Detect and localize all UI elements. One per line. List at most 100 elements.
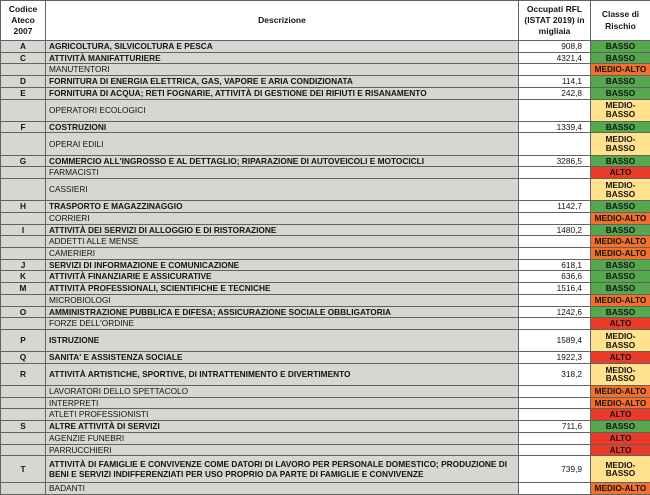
table-row: M ATTIVITÀ PROFESSIONALI, SCIENTIFICHE E… — [0, 282, 650, 295]
table-row: MANUTENTORI MEDIO-ALTO — [0, 63, 650, 77]
risk-badge: ALTO — [590, 317, 650, 330]
cell-codice-ateco — [0, 317, 46, 330]
cell-occupati: 636,6 — [518, 270, 591, 284]
cell-codice-ateco: F — [0, 120, 46, 134]
cell-descrizione: OPERATORI ECOLOGICI — [45, 98, 519, 122]
cell-descrizione: ATTIVITÀ PROFESSIONALI, SCIENTIFICHE E T… — [45, 282, 519, 295]
risk-badge: BASSO — [590, 270, 650, 284]
table-row: R ATTIVITÀ ARTISTICHE, SPORTIVE, DI INTR… — [0, 362, 650, 387]
risk-badge: MEDIO-ALTO — [590, 396, 650, 410]
cell-descrizione: ATTIVITÀ ARTISTICHE, SPORTIVE, DI INTRAT… — [45, 362, 519, 387]
table-row: OPERATORI ECOLOGICI MEDIO-BASSO — [0, 98, 650, 122]
risk-badge: BASSO — [590, 40, 650, 53]
risk-badge: BASSO — [590, 154, 650, 168]
cell-occupati — [518, 293, 591, 307]
cell-descrizione: ISTRUZIONE — [45, 328, 519, 353]
cell-occupati: 318,2 — [518, 362, 591, 387]
cell-descrizione: AGENZIE FUNEBRI — [45, 431, 519, 445]
cell-descrizione: BADANTI — [45, 482, 519, 495]
risk-badge: BASSO — [590, 258, 650, 272]
cell-codice-ateco — [0, 63, 46, 77]
cell-descrizione: INTERPRETI — [45, 396, 519, 410]
table-row: A AGRICOLTURA, SILVICOLTURA E PESCA 908,… — [0, 40, 650, 53]
cell-occupati: 711,6 — [518, 420, 591, 433]
cell-codice-ateco — [0, 293, 46, 307]
cell-occupati — [518, 396, 591, 410]
cell-descrizione: OPERAI EDILI — [45, 132, 519, 156]
cell-descrizione: ATTIVITÀ FINANZIARIE E ASSICURATIVE — [45, 270, 519, 284]
cell-descrizione: LAVORATORI DELLO SPETTACOLO — [45, 385, 519, 398]
cell-occupati: 114,1 — [518, 75, 591, 88]
cell-codice-ateco: C — [0, 51, 46, 65]
cell-descrizione: MANUTENTORI — [45, 63, 519, 77]
table-row: LAVORATORI DELLO SPETTACOLO MEDIO-ALTO — [0, 385, 650, 398]
cell-codice-ateco: T — [0, 455, 46, 484]
risk-badge: BASSO — [590, 200, 650, 213]
table-row: FARMACISTI ALTO — [0, 166, 650, 179]
table-row: ADDETTI ALLE MENSE MEDIO-ALTO — [0, 235, 650, 248]
cell-occupati — [518, 385, 591, 398]
cell-codice-ateco — [0, 247, 46, 260]
risk-badge: BASSO — [590, 282, 650, 295]
cell-codice-ateco — [0, 211, 46, 225]
cell-occupati: 1589,4 — [518, 328, 591, 353]
cell-codice-ateco: G — [0, 154, 46, 168]
cell-occupati — [518, 482, 591, 495]
col-header-descrizione: Descrizione — [45, 0, 519, 41]
table-row: C ATTIVITÀ MANIFATTURIERE 4321,4 BASSO — [0, 51, 650, 65]
header-row: Codice Ateco 2007 Descrizione Occupati R… — [0, 0, 650, 41]
cell-descrizione: COSTRUZIONI — [45, 120, 519, 134]
risk-badge: BASSO — [590, 51, 650, 65]
table-row: H TRASPORTO E MAGAZZINAGGIO 1142,7 BASSO — [0, 200, 650, 213]
table-row: CORRIERI MEDIO-ALTO — [0, 211, 650, 225]
cell-descrizione: TRASPORTO E MAGAZZINAGGIO — [45, 200, 519, 213]
cell-occupati — [518, 211, 591, 225]
table-row: F COSTRUZIONI 1339,4 BASSO — [0, 120, 650, 134]
risk-badge: ALTO — [590, 443, 650, 457]
table-row: AGENZIE FUNEBRI ALTO — [0, 431, 650, 445]
risk-badge: MEDIO-ALTO — [590, 385, 650, 398]
cell-occupati — [518, 177, 591, 202]
risk-badge: BASSO — [590, 120, 650, 134]
risk-badge: ALTO — [590, 408, 650, 422]
cell-codice-ateco — [0, 396, 46, 410]
cell-descrizione: CAMERIERI — [45, 247, 519, 260]
cell-occupati: 1242,6 — [518, 305, 591, 319]
cell-descrizione: ATTIVITÀ DEI SERVIZI DI ALLOGGIO E DI RI… — [45, 223, 519, 237]
risk-badge: BASSO — [590, 86, 650, 100]
risk-badge: BASSO — [590, 75, 650, 88]
cell-codice-ateco: Q — [0, 351, 46, 364]
cell-occupati: 1339,4 — [518, 120, 591, 134]
table-row: OPERAI EDILI MEDIO-BASSO — [0, 132, 650, 156]
cell-occupati — [518, 247, 591, 260]
cell-codice-ateco: O — [0, 305, 46, 319]
risk-badge: MEDIO-ALTO — [590, 235, 650, 248]
cell-codice-ateco: D — [0, 75, 46, 88]
cell-codice-ateco: E — [0, 86, 46, 100]
table-row: G COMMERCIO ALL'INGROSSO E AL DETTAGLIO;… — [0, 154, 650, 168]
cell-descrizione: ATTIVITÀ DI FAMIGLIE E CONVIVENZE COME D… — [45, 455, 519, 484]
cell-codice-ateco — [0, 443, 46, 457]
cell-occupati — [518, 132, 591, 156]
table-row: ATLETI PROFESSIONISTI ALTO — [0, 408, 650, 422]
risk-badge: ALTO — [590, 166, 650, 179]
cell-occupati — [518, 63, 591, 77]
cell-occupati: 1480,2 — [518, 223, 591, 237]
col-header-classe-rischio: Classe di Rischio — [590, 0, 650, 41]
col-header-codice-ateco: Codice Ateco 2007 — [0, 0, 46, 41]
cell-descrizione: ALTRE ATTIVITÀ DI SERVIZI — [45, 420, 519, 433]
risk-badge: MEDIO-ALTO — [590, 293, 650, 307]
table-row: CASSIERI MEDIO-BASSO — [0, 177, 650, 202]
table-row: E FORNITURA DI ACQUA; RETI FOGNARIE, ATT… — [0, 86, 650, 100]
cell-occupati: 1142,7 — [518, 200, 591, 213]
table-row: Q SANITA' E ASSISTENZA SOCIALE 1922,3 AL… — [0, 351, 650, 364]
table-row: K ATTIVITÀ FINANZIARIE E ASSICURATIVE 63… — [0, 270, 650, 284]
cell-codice-ateco — [0, 235, 46, 248]
table-row: D FORNITURA DI ENERGIA ELETTRICA, GAS, V… — [0, 75, 650, 88]
cell-codice-ateco: R — [0, 362, 46, 387]
risk-badge: MEDIO-BASSO — [590, 132, 650, 156]
cell-codice-ateco — [0, 482, 46, 495]
table-row: P ISTRUZIONE 1589,4 MEDIO-BASSO — [0, 328, 650, 353]
